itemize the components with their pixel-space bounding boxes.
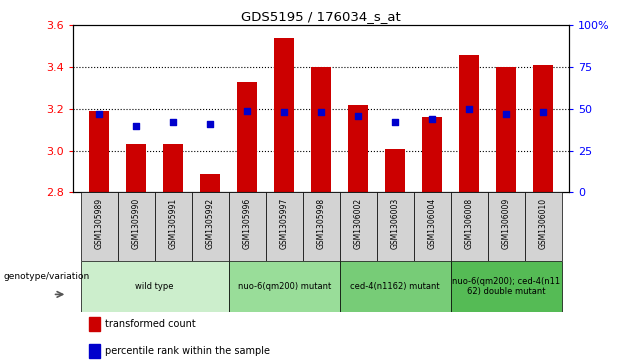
Bar — [228, 261, 340, 312]
Bar — [377, 192, 414, 261]
Point — [427, 116, 438, 122]
Point — [353, 113, 363, 118]
Bar — [451, 192, 488, 261]
Bar — [340, 261, 451, 312]
Point — [168, 119, 178, 125]
Bar — [488, 192, 525, 261]
Bar — [266, 192, 303, 261]
Bar — [126, 144, 146, 192]
Bar — [274, 38, 294, 192]
Text: GSM1305990: GSM1305990 — [132, 198, 141, 249]
Bar — [81, 261, 228, 312]
Text: GSM1306004: GSM1306004 — [428, 198, 437, 249]
Text: ced-4(n1162) mutant: ced-4(n1162) mutant — [350, 282, 440, 291]
Bar — [459, 54, 480, 192]
Point — [94, 111, 104, 117]
Bar — [81, 192, 118, 261]
Bar — [348, 105, 368, 192]
Bar — [311, 67, 331, 192]
Text: GSM1306008: GSM1306008 — [465, 198, 474, 249]
Bar — [89, 317, 100, 331]
Text: GSM1305998: GSM1305998 — [317, 198, 326, 249]
Bar — [89, 111, 109, 192]
Text: percentile rank within the sample: percentile rank within the sample — [105, 346, 270, 356]
Bar — [496, 67, 516, 192]
Point — [242, 108, 252, 114]
Text: GSM1306002: GSM1306002 — [354, 198, 363, 249]
Bar — [414, 192, 451, 261]
Text: GSM1305997: GSM1305997 — [280, 198, 289, 249]
Bar — [340, 192, 377, 261]
Bar — [89, 344, 100, 358]
Point — [205, 121, 215, 127]
Text: GSM1306010: GSM1306010 — [539, 198, 548, 249]
Point — [279, 109, 289, 115]
Bar — [385, 148, 405, 192]
Title: GDS5195 / 176034_s_at: GDS5195 / 176034_s_at — [241, 10, 401, 23]
Point — [501, 111, 511, 117]
Text: GSM1305991: GSM1305991 — [169, 198, 177, 249]
Point — [131, 123, 141, 129]
Bar — [163, 144, 183, 192]
Text: transformed count: transformed count — [105, 319, 196, 329]
Text: nuo-6(qm200); ced-4(n11
62) double mutant: nuo-6(qm200); ced-4(n11 62) double mutan… — [452, 277, 560, 297]
Text: GSM1305992: GSM1305992 — [205, 198, 214, 249]
Text: GSM1306003: GSM1306003 — [391, 198, 399, 249]
Bar — [422, 117, 443, 192]
Bar — [237, 82, 258, 192]
Text: wild type: wild type — [135, 282, 174, 291]
Point — [464, 106, 474, 112]
Point — [316, 109, 326, 115]
Bar — [200, 174, 220, 192]
Text: nuo-6(qm200) mutant: nuo-6(qm200) mutant — [237, 282, 331, 291]
Bar — [525, 192, 562, 261]
Text: GSM1305989: GSM1305989 — [95, 198, 104, 249]
Bar — [191, 192, 228, 261]
Point — [538, 109, 548, 115]
Bar — [228, 192, 266, 261]
Point — [390, 119, 400, 125]
Bar — [155, 192, 191, 261]
Text: GSM1306009: GSM1306009 — [502, 198, 511, 249]
Text: GSM1305996: GSM1305996 — [243, 198, 252, 249]
Text: genotype/variation: genotype/variation — [4, 272, 90, 281]
Bar — [118, 192, 155, 261]
Bar — [303, 192, 340, 261]
Bar — [533, 65, 553, 192]
Bar — [451, 261, 562, 312]
